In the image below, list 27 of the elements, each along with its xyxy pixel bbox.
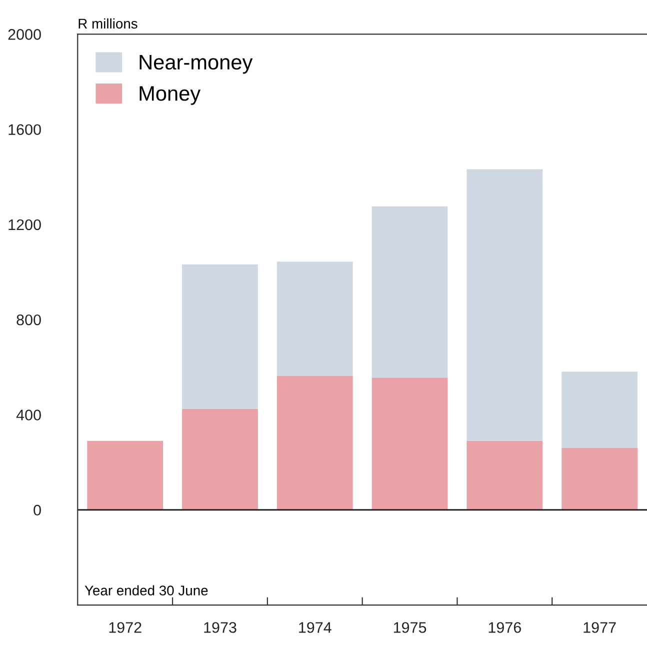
y-tick-label: 800 — [16, 314, 41, 326]
y-tick-label: 400 — [16, 410, 41, 420]
bar — [466, 440, 543, 510]
y-tick-label: 1600 — [8, 124, 41, 136]
bar — [562, 372, 638, 448]
x-tick-label: 1977 — [584, 622, 616, 633]
annotation: Year ended 30 June — [84, 585, 208, 596]
x-tick-label: 1973 — [204, 622, 236, 633]
x-tick-label: 1976 — [488, 622, 521, 633]
legend-label: Money — [140, 86, 201, 105]
y-tick-label: 2000 — [8, 29, 41, 40]
y-tick-label: 0 — [34, 504, 41, 516]
bar — [276, 376, 353, 510]
bar — [87, 440, 164, 510]
bar — [466, 169, 543, 441]
bar — [182, 408, 258, 510]
bar — [562, 448, 638, 510]
legend-label: Near-money — [140, 55, 253, 74]
y-tick-label: 1200 — [8, 219, 41, 230]
y-axis-title: R millions — [78, 18, 138, 29]
x-tick-label: 1972 — [109, 622, 142, 633]
bar — [182, 264, 258, 409]
bar — [372, 206, 448, 378]
bar — [276, 262, 353, 376]
x-tick-label: 1974 — [299, 622, 332, 633]
bar — [372, 378, 448, 510]
x-tick-label: 1975 — [394, 622, 426, 633]
